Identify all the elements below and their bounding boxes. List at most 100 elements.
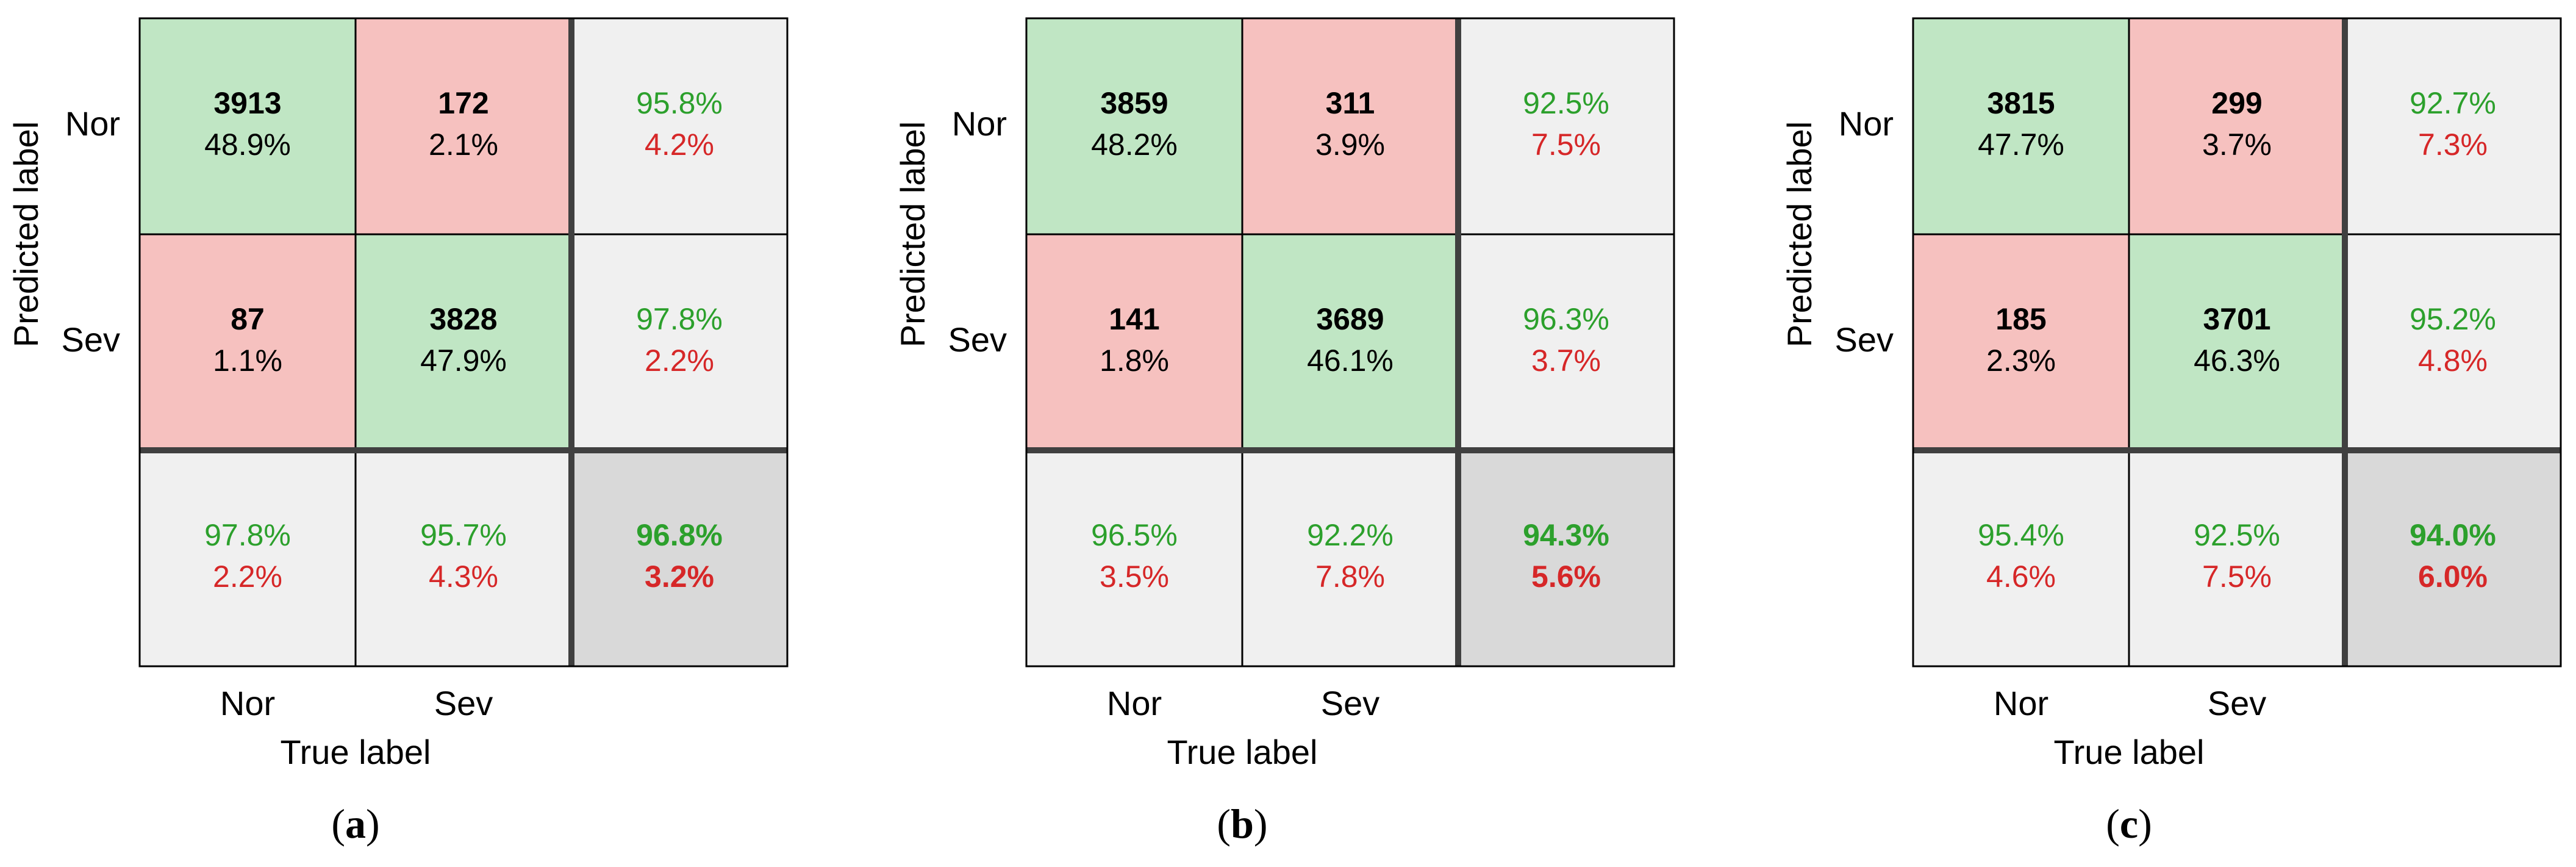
- caption-paren-open: (: [2106, 800, 2120, 847]
- row-summary-value-bottom: 4.2%: [645, 128, 714, 162]
- col-summary-value-top: 95.7%: [420, 518, 507, 552]
- row-summary-value-top: 96.3%: [1523, 302, 1609, 336]
- caption-paren-close: ): [366, 800, 380, 847]
- matrix-cell-value-top: 3689: [1316, 302, 1384, 336]
- matrix-cell: [354, 17, 573, 236]
- row-summary-cell: [2344, 17, 2562, 236]
- x-tick-label: Nor: [1107, 684, 1162, 722]
- row-summary-cell: [2344, 233, 2562, 451]
- col-summary-value-bottom: 3.5%: [1100, 559, 1169, 594]
- x-axis-label: True label: [2054, 733, 2205, 771]
- matrix-cell: [1025, 17, 1243, 236]
- confusion-matrix-panel-b: 3859 48.2% 311 3.9% 141 1.8% 3689 46.1% 92.5% 7.5…: [893, 17, 1675, 847]
- matrix-cell: [138, 17, 357, 236]
- matrix-cell-value-bottom: 47.9%: [420, 344, 507, 378]
- row-summary-value-top: 92.5%: [1523, 86, 1609, 120]
- col-summary-cell: [1912, 449, 2130, 667]
- caption-paren-close: ): [1254, 800, 1268, 847]
- y-axis-label: Predicted label: [7, 121, 45, 347]
- panel-caption: (b): [1217, 800, 1267, 847]
- row-summary-cell: [570, 17, 789, 236]
- x-tick-label: Nor: [220, 684, 275, 722]
- row-summary-value-top: 97.8%: [636, 302, 723, 336]
- y-tick-label: Nor: [1839, 104, 1894, 143]
- overall-accuracy-value-bottom: 3.2%: [645, 559, 714, 594]
- y-tick-label: Sev: [948, 320, 1007, 359]
- matrix-cell-value-top: 185: [1995, 302, 2046, 336]
- y-tick-label: Nor: [65, 104, 120, 143]
- row-summary-cell: [1457, 17, 1675, 236]
- matrix-cell: [2128, 233, 2346, 451]
- row-summary-value-top: 92.7%: [2410, 86, 2496, 120]
- matrix-cell-value-bottom: 48.9%: [204, 128, 291, 162]
- panel-caption: (a): [331, 800, 379, 847]
- matrix-cell: [138, 233, 357, 451]
- overall-accuracy-value-top: 96.8%: [636, 518, 723, 552]
- row-summary-value-top: 95.8%: [636, 86, 723, 120]
- matrix-cell-value-bottom: 46.3%: [2194, 344, 2280, 378]
- row-summary-value-bottom: 4.8%: [2418, 344, 2488, 378]
- col-summary-value-top: 95.4%: [1978, 518, 2064, 552]
- col-summary-value-bottom: 7.8%: [1315, 559, 1385, 594]
- overall-accuracy-cell: [1457, 449, 1675, 667]
- matrix-cell-value-top: 172: [438, 86, 488, 120]
- matrix-cell-value-top: 3815: [1987, 86, 2055, 120]
- caption-paren-close: ): [2138, 800, 2152, 847]
- x-tick-label: Sev: [2208, 684, 2267, 722]
- matrix-cell: [1025, 233, 1243, 451]
- y-tick-label: Nor: [952, 104, 1007, 143]
- x-axis-label: True label: [1167, 733, 1318, 771]
- col-summary-cell: [1025, 449, 1243, 667]
- x-tick-label: Sev: [1321, 684, 1380, 722]
- y-tick-label: Sev: [1835, 320, 1894, 359]
- panel-caption: (c): [2106, 800, 2152, 847]
- matrix-border: [1912, 17, 2562, 667]
- col-summary-value-top: 97.8%: [204, 518, 291, 552]
- overall-accuracy-cell: [2344, 449, 2562, 667]
- x-axis-label: True label: [281, 733, 431, 771]
- col-summary-value-bottom: 4.6%: [1986, 559, 2056, 594]
- row-summary-value-bottom: 7.3%: [2418, 128, 2488, 162]
- x-tick-label: Sev: [434, 684, 493, 722]
- matrix-cell: [1912, 233, 2130, 451]
- matrix-cell-value-bottom: 3.9%: [1315, 128, 1385, 162]
- row-summary-value-top: 95.2%: [2410, 302, 2496, 336]
- col-summary-cell: [1241, 449, 1459, 667]
- col-summary-value-bottom: 4.3%: [429, 559, 498, 594]
- matrix-border: [138, 17, 789, 667]
- matrix-border: [1025, 17, 1675, 667]
- col-summary-value-bottom: 2.2%: [213, 559, 282, 594]
- caption-paren-open: (: [1217, 800, 1231, 847]
- col-summary-value-top: 96.5%: [1091, 518, 1178, 552]
- matrix-cell-value-top: 141: [1109, 302, 1159, 336]
- col-summary-cell: [354, 449, 573, 667]
- row-summary-cell: [1457, 233, 1675, 451]
- matrix-cell-value-bottom: 3.7%: [2202, 128, 2272, 162]
- matrix-cell: [1241, 17, 1459, 236]
- overall-accuracy-value-top: 94.3%: [1523, 518, 1609, 552]
- x-tick-label: Nor: [1994, 684, 2048, 722]
- caption-letter: c: [2120, 800, 2138, 847]
- col-summary-value-bottom: 7.5%: [2202, 559, 2272, 594]
- row-summary-value-bottom: 3.7%: [1531, 344, 1601, 378]
- matrix-cell-value-bottom: 47.7%: [1978, 128, 2064, 162]
- matrix-cell-value-top: 3701: [2203, 302, 2270, 336]
- confusion-matrix-panel-a: 3913 48.9% 172 2.1% 87 1.1% 3828 47.9% 95.8% 4.2%…: [7, 17, 789, 847]
- col-summary-value-top: 92.5%: [2194, 518, 2280, 552]
- matrix-cell: [354, 233, 573, 451]
- col-summary-cell: [2128, 449, 2346, 667]
- matrix-cell-value-bottom: 2.3%: [1986, 344, 2056, 378]
- col-summary-cell: [138, 449, 357, 667]
- matrix-cell: [1241, 233, 1459, 451]
- matrix-cell-value-top: 3828: [429, 302, 497, 336]
- matrix-cell-value-bottom: 48.2%: [1091, 128, 1178, 162]
- matrix-cell: [2128, 17, 2346, 236]
- matrix-cell-value-bottom: 1.1%: [213, 344, 282, 378]
- matrix-cell-value-top: 3913: [213, 86, 281, 120]
- matrix-cell-value-bottom: 1.8%: [1100, 344, 1169, 378]
- y-tick-label: Sev: [62, 320, 121, 359]
- y-axis-label: Predicted label: [1780, 121, 1819, 347]
- matrix-cell-value-top: 311: [1326, 86, 1375, 120]
- matrix-cell-value-bottom: 2.1%: [429, 128, 498, 162]
